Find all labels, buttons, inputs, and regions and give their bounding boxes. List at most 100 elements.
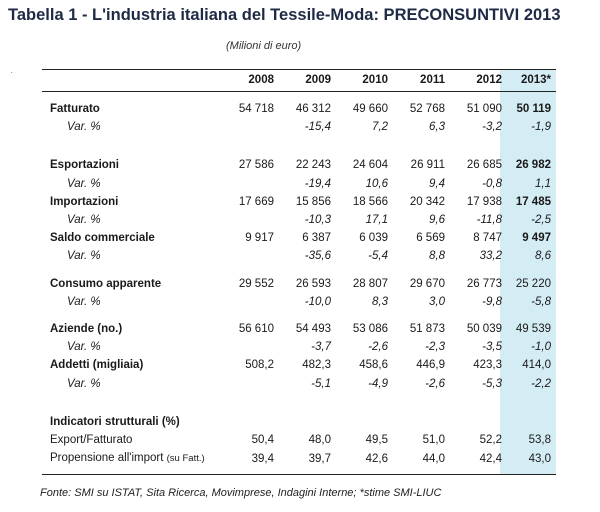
table-cell: -2,6 xyxy=(425,377,445,390)
table-cell: -2,3 xyxy=(425,341,445,354)
table-cell: 50 039 xyxy=(466,323,502,336)
row-label: Var. % xyxy=(67,214,101,227)
table-cell: -5,8 xyxy=(531,295,551,308)
table-cell xyxy=(222,175,279,193)
table-row: Var. % -3,7 -2,6 -2,3 -3,5 -1,0 xyxy=(38,338,556,356)
table-cell: 27 586 xyxy=(238,159,274,172)
table-row: Export/Fatturato 50,4 48,0 49,5 51,0 52,… xyxy=(38,431,556,449)
table-cell: -1,9 xyxy=(531,121,551,134)
header-cell: 2008 xyxy=(248,74,274,86)
table-row: Var. % -15,4 7,2 6,3 -3,2 -1,9 xyxy=(38,118,556,136)
table-cell: 43,0 xyxy=(528,452,551,465)
table-row: Saldo commerciale 9 917 6 387 6 039 6 56… xyxy=(38,229,556,247)
table-row: Esportazioni 27 586 22 243 24 604 26 911… xyxy=(38,156,556,174)
table-cell xyxy=(222,375,279,393)
table-cell: 458,6 xyxy=(359,359,388,372)
table-cell: 26 685 xyxy=(466,159,502,172)
table-cell: 8,6 xyxy=(535,250,551,263)
table-cell: -9,8 xyxy=(482,295,502,308)
table-cell: -1,0 xyxy=(531,341,551,354)
row-label: Export/Fatturato xyxy=(50,434,133,447)
header-cell: 2013* xyxy=(520,74,551,86)
table-cell: 18 566 xyxy=(352,195,388,208)
table-bottom-rule xyxy=(42,474,556,475)
table-cell: -5,3 xyxy=(482,377,502,390)
table-cell: 48,0 xyxy=(308,434,331,447)
table-cell: 28 807 xyxy=(352,277,388,290)
row-label: Addetti (migliaia) xyxy=(50,359,144,372)
units-label: (Milioni di euro) xyxy=(226,40,302,52)
table-cell: -2,6 xyxy=(368,341,388,354)
table-cell: 51 090 xyxy=(466,103,502,115)
table-cell: 39,7 xyxy=(308,452,331,465)
table-cell: 1,1 xyxy=(535,177,551,190)
table-cell: 24 604 xyxy=(352,159,388,172)
table-cell xyxy=(222,211,279,229)
row-label-text: Propensione all'import xyxy=(50,452,164,465)
table-cell: -5,4 xyxy=(368,250,388,263)
table-cell: 26 911 xyxy=(410,159,445,172)
table-cell: 6,3 xyxy=(429,121,445,134)
table-cell: 54 493 xyxy=(295,323,331,336)
table-cell: 42,6 xyxy=(365,452,388,465)
table-cell: 49,5 xyxy=(365,434,388,447)
table-cell: 50,4 xyxy=(251,434,274,447)
table-cell: 9 497 xyxy=(522,232,551,245)
table-cell: 17 485 xyxy=(515,195,551,208)
data-table: 2008 2009 2010 2011 2012 2013* Fatturato… xyxy=(38,69,556,468)
table-row: Var. % -35,6 -5,4 8,8 33,2 8,6 xyxy=(38,247,556,265)
header-cell xyxy=(38,69,222,91)
highlight-column-2013 xyxy=(500,69,556,475)
table-cell: 482,3 xyxy=(302,359,331,372)
table-cell: -15,4 xyxy=(304,121,331,134)
table-top-rule xyxy=(42,69,556,70)
header-row: 2008 2009 2010 2011 2012 2013* xyxy=(38,69,556,91)
table-cell: 29 552 xyxy=(238,277,274,290)
table-cell: 9 917 xyxy=(245,232,274,245)
row-label: Var. % xyxy=(67,341,101,354)
section-label: Indicatori strutturali (%) xyxy=(50,415,180,428)
table-cell: 26 773 xyxy=(466,277,502,290)
table-row: Fatturato 54 718 46 312 49 660 52 768 51… xyxy=(38,100,556,118)
table-cell: 53 086 xyxy=(352,323,388,336)
table-cell: 8,8 xyxy=(429,250,445,263)
table-cell: 33,2 xyxy=(479,250,502,263)
table-cell: 46 312 xyxy=(295,103,331,115)
table-cell: 10,6 xyxy=(365,177,388,190)
header-cell: 2009 xyxy=(305,74,331,86)
row-label: Var. % xyxy=(67,295,101,308)
table-cell: 9,6 xyxy=(429,214,445,227)
table-cell: -2,2 xyxy=(531,377,551,390)
header-cell: 2012 xyxy=(476,74,502,86)
table-cell: -35,6 xyxy=(304,250,331,263)
table-cell: 29 670 xyxy=(409,277,445,290)
table-row: Propensione all'import (su Fatt.) 39,4 3… xyxy=(38,449,556,468)
row-label: Saldo commerciale xyxy=(50,232,155,245)
table-cell: -10,0 xyxy=(304,295,331,308)
table-cell: -3,2 xyxy=(482,121,502,134)
table-cell: -10,3 xyxy=(304,214,331,227)
table-cell: 25 220 xyxy=(515,277,551,290)
table-row: Indicatori strutturali (%) xyxy=(38,413,556,431)
table-cell: 7,2 xyxy=(372,121,388,134)
row-label: Propensione all'import (su Fatt.) xyxy=(38,449,222,468)
table-row: Var. % -10,0 8,3 3,0 -9,8 -5,8 xyxy=(38,293,556,311)
table-cell: 51 873 xyxy=(409,323,445,336)
table-cell: -2,5 xyxy=(531,214,551,227)
table-row: Consumo apparente 29 552 26 593 28 807 2… xyxy=(38,275,556,293)
table-cell: 26 982 xyxy=(515,159,551,172)
source-footnote: Fonte: SMI su ISTAT, Sita Ricerca, Movim… xyxy=(40,487,442,499)
table-cell: 51,0 xyxy=(422,434,445,447)
table-row: Aziende (no.) 56 610 54 493 53 086 51 87… xyxy=(38,320,556,338)
table-cell xyxy=(222,247,279,265)
row-label: Var. % xyxy=(67,377,101,390)
scan-mark: · xyxy=(10,67,14,78)
table-cell xyxy=(222,293,279,311)
table-cell: 6 039 xyxy=(359,232,388,245)
table-cell: -0,8 xyxy=(482,177,502,190)
table-cell: 20 342 xyxy=(409,195,445,208)
table-cell: 8 747 xyxy=(473,232,502,245)
table-cell: 508,2 xyxy=(245,359,274,372)
table-cell: 9,4 xyxy=(429,177,445,190)
table-cell: 53,8 xyxy=(528,434,551,447)
